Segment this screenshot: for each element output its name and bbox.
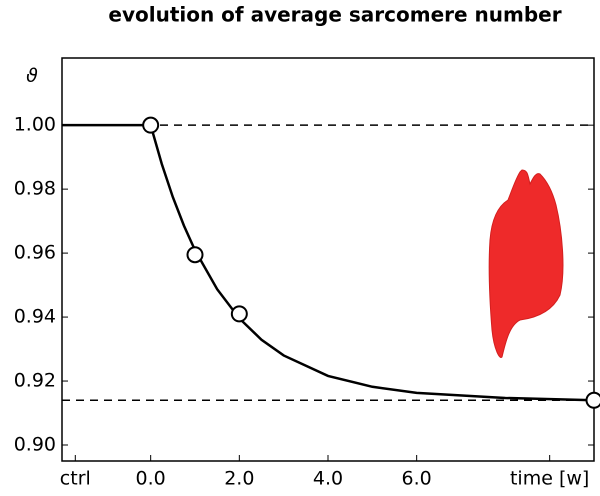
x-tick-label: ctrl (60, 468, 91, 490)
x-tick-label: 6.0 (402, 468, 432, 490)
data-point (142, 116, 160, 134)
y-tick-label: 1.00 (14, 114, 56, 136)
y-tick-label: 0.98 (14, 178, 56, 200)
y-tick-label: 0.90 (14, 434, 56, 456)
x-tick-label: 2.0 (224, 468, 254, 490)
y-axis-label: ϑ (26, 65, 38, 87)
x-tick-label: 4.0 (313, 468, 343, 490)
data-point (585, 391, 600, 409)
heart-illustration (488, 169, 564, 359)
y-tick-label: 0.94 (14, 306, 56, 328)
data-point (186, 246, 204, 264)
x-tick-label: time [w] (510, 468, 589, 490)
y-tick-label: 0.92 (14, 370, 56, 392)
x-tick-label: 0.0 (136, 468, 166, 490)
chart-title: evolution of average sarcomere number (108, 3, 561, 27)
data-point (230, 305, 248, 323)
y-tick-label: 0.96 (14, 242, 56, 264)
